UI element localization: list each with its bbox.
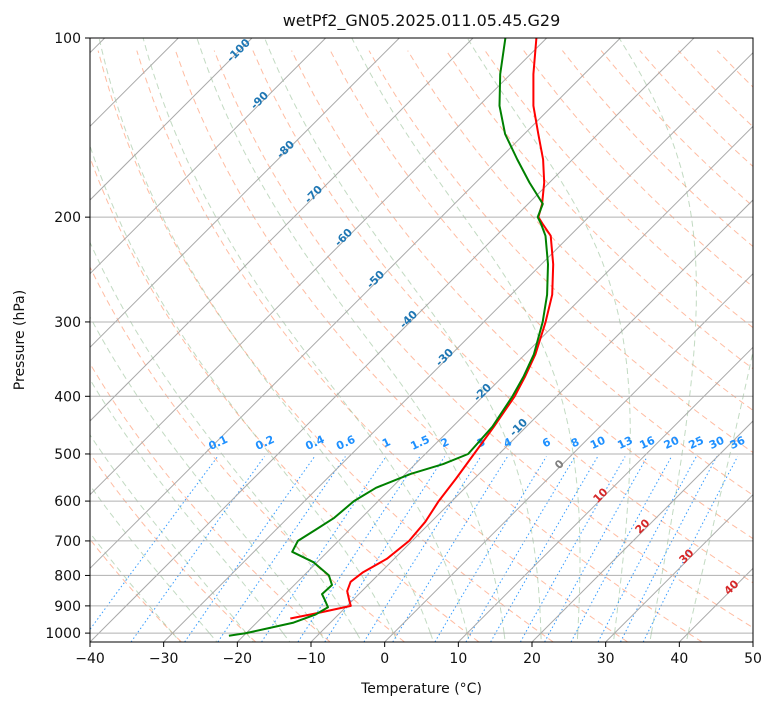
x-tick-label: 40 bbox=[670, 651, 688, 667]
moist-adiabat bbox=[90, 378, 291, 642]
profile-series bbox=[228, 38, 555, 637]
mixing-ratio-line bbox=[642, 456, 739, 642]
moist-adiabat bbox=[685, 349, 753, 642]
mixing-ratio-label: 30 bbox=[707, 434, 727, 452]
dry-adiabat bbox=[90, 265, 405, 642]
y-tick-label: 600 bbox=[54, 494, 81, 510]
chart-title: wetPf2_GN05.2025.011.05.45.G29 bbox=[283, 11, 561, 31]
isotherm-line bbox=[90, 38, 327, 275]
y-axis-ticks: 100 200 300 400 500 600 700 800 900 1000 bbox=[45, 31, 90, 642]
dewpoint-profile-line bbox=[228, 38, 549, 637]
y-tick-label: 900 bbox=[54, 599, 81, 615]
plot-frame bbox=[89, 37, 754, 643]
mixing-ratio-label: 10 bbox=[588, 434, 608, 452]
moist-adiabats bbox=[90, 38, 753, 642]
mixing-ratio-label: 25 bbox=[687, 434, 706, 452]
dry-adiabat bbox=[90, 362, 331, 642]
y-tick-label: 500 bbox=[54, 447, 81, 463]
moist-adiabat bbox=[90, 315, 327, 642]
mixing-ratio-label: 16 bbox=[638, 434, 658, 452]
mixing-ratio-label: 20 bbox=[662, 434, 682, 452]
isotherm-line bbox=[90, 38, 400, 349]
temperature-profile-line bbox=[290, 38, 555, 620]
isotherm-line bbox=[90, 38, 474, 422]
dry-adiabat bbox=[252, 50, 753, 584]
isobar-gridlines bbox=[90, 38, 753, 634]
mixing-ratio-line bbox=[465, 456, 576, 642]
x-tick-label: 30 bbox=[597, 651, 615, 667]
dry-adiabat bbox=[90, 452, 257, 642]
moist-adiabat bbox=[264, 38, 542, 642]
mixing-ratio-line bbox=[519, 456, 626, 642]
isotherm-line bbox=[90, 38, 548, 496]
x-tick-label: −40 bbox=[75, 651, 105, 667]
moist-adiabat bbox=[196, 38, 506, 642]
dry-adiabat bbox=[291, 50, 753, 540]
dry-adiabat bbox=[97, 50, 554, 642]
moist-adiabat bbox=[98, 38, 434, 642]
y-tick-label: 700 bbox=[54, 534, 81, 550]
x-tick-label: 10 bbox=[449, 651, 467, 667]
mixing-ratio-line bbox=[184, 456, 316, 642]
mixing-ratio-line bbox=[392, 456, 509, 642]
dry-adiabat bbox=[90, 156, 480, 642]
dry-adiabat bbox=[213, 50, 753, 629]
moist-adiabat bbox=[466, 38, 631, 642]
x-axis-ticks: −40 −30 −20 −10 0 10 20 30 40 50 bbox=[75, 642, 762, 667]
isotherm-line bbox=[90, 38, 253, 201]
x-tick-label: 50 bbox=[744, 651, 762, 667]
y-tick-label: 400 bbox=[54, 389, 81, 405]
x-tick-label: −20 bbox=[223, 651, 253, 667]
mixing-ratio-line bbox=[217, 456, 346, 642]
x-tick-label: −10 bbox=[296, 651, 326, 667]
mixing-ratio-label: 36 bbox=[728, 434, 748, 452]
y-tick-label: 1000 bbox=[45, 626, 81, 642]
mixing-ratio-line bbox=[434, 456, 547, 642]
y-tick-label: 300 bbox=[54, 315, 81, 331]
moist-adiabat bbox=[90, 241, 363, 642]
y-tick-label: 100 bbox=[54, 31, 81, 47]
dry-adiabat bbox=[136, 50, 628, 642]
mixing-ratio-label: 13 bbox=[615, 434, 634, 452]
moist-adiabat bbox=[90, 532, 181, 642]
x-tick-label: −30 bbox=[149, 651, 179, 667]
moist-adiabat bbox=[90, 484, 218, 642]
y-tick-label: 800 bbox=[54, 568, 81, 584]
moist-adiabat bbox=[90, 434, 254, 642]
dry-adiabat bbox=[329, 50, 753, 496]
mixing-ratio-line bbox=[544, 456, 648, 642]
moist-adiabat bbox=[351, 38, 581, 642]
x-tick-label: 0 bbox=[380, 651, 389, 667]
y-tick-label: 200 bbox=[54, 210, 81, 226]
moist-adiabat bbox=[618, 38, 697, 642]
plot-area: -100-90-80-70-60-50-40-30-20-100.1 0.2 0.4… bbox=[90, 38, 753, 642]
x-tick-label: 20 bbox=[523, 651, 541, 667]
x-axis-label: Temperature (°C) bbox=[360, 681, 482, 697]
mixing-ratio-line bbox=[90, 456, 219, 631]
y-axis-label: Pressure (hPa) bbox=[12, 290, 28, 390]
